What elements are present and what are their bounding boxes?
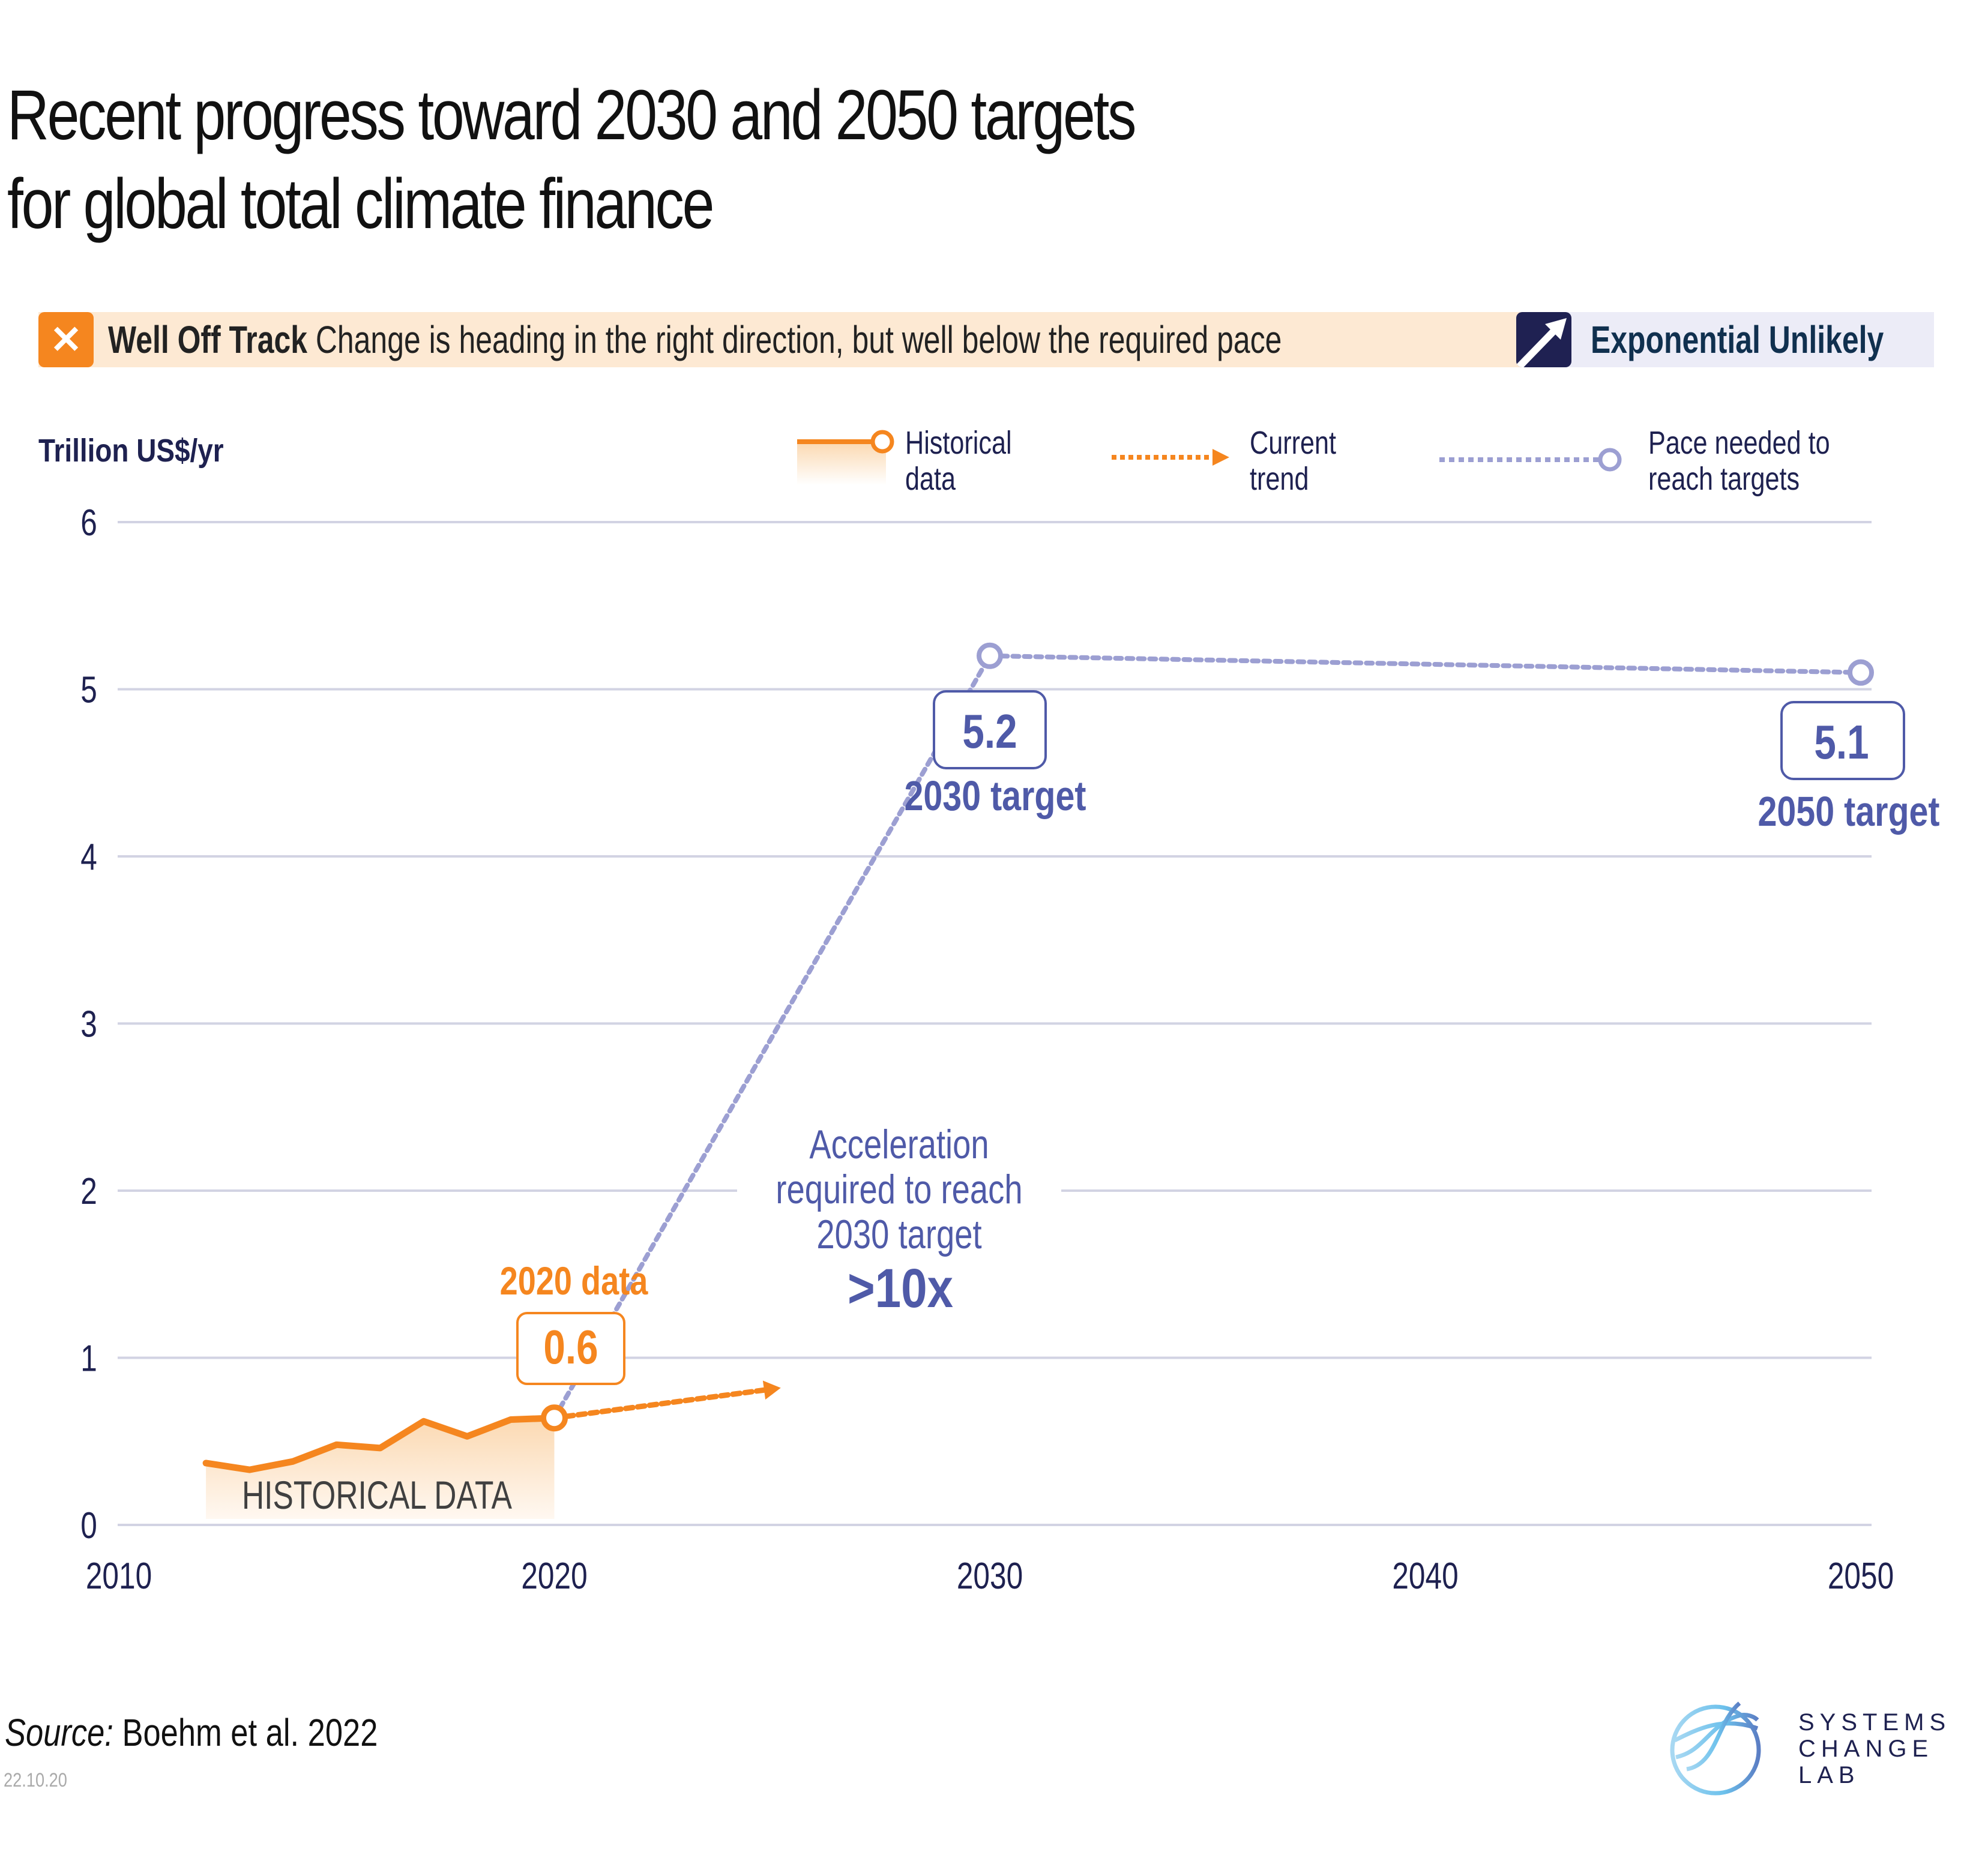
logo-line-2: CHANGE	[1798, 1736, 1934, 1762]
arrow-up-right-icon	[1516, 312, 1571, 367]
legend-current-trend-label: Current trend	[1250, 425, 1337, 497]
x-tick-label: 2040	[1392, 1555, 1458, 1597]
historical-line	[202, 1415, 558, 1473]
legend-current-trend-arrow	[1212, 449, 1229, 466]
x-tick-label: 2050	[1828, 1555, 1894, 1597]
acceleration-line-3: 2030 target	[816, 1212, 981, 1257]
target-2050-label: 2050 target	[1758, 788, 1939, 835]
y-tick-label: 6	[80, 502, 97, 544]
target-2030-label: 2030 target	[904, 772, 1086, 820]
target-2030-value: 5.2	[962, 705, 1017, 759]
status-curve-panel	[1527, 312, 1934, 367]
chart-title: Recent progress toward 2030 and 2050 tar…	[7, 71, 1136, 248]
historical-area-label: HISTORICAL DATA	[242, 1473, 512, 1518]
gridlines	[118, 521, 1872, 1526]
y-tick-label: 3	[80, 1003, 97, 1045]
title-line-2: for global total climate finance	[7, 164, 714, 244]
status-description: Change is heading in the right direction…	[315, 318, 1282, 361]
source-prefix: Source:	[5, 1711, 113, 1754]
y-tick-label: 1	[80, 1337, 97, 1379]
current-trend-line	[552, 1387, 767, 1421]
x-icon: ✕	[38, 312, 94, 367]
status-bar: ✕ Well Off Track Change is heading in th…	[38, 312, 1934, 367]
legend-historical-area	[797, 443, 886, 485]
acceleration-line-1: Acceleration	[809, 1122, 989, 1167]
legend-historical-marker	[870, 430, 894, 454]
x-tick-labels: 2010 2020 2030 2040 2050	[86, 1555, 1894, 1597]
date-stamp: 22.10.20	[4, 1769, 67, 1791]
logo-line-3: LAB	[1798, 1762, 1860, 1788]
x-tick-label: 2020	[521, 1555, 587, 1597]
systems-change-lab-logo-icon	[1670, 1701, 1761, 1796]
legend-pace-label: Pace needed to reach targets	[1648, 425, 1830, 497]
source-text: Boehm et al. 2022	[113, 1711, 378, 1754]
target-2030-value-box	[933, 690, 1047, 769]
logo-text: SYSTEMS CHANGE LAB	[1798, 1709, 1951, 1788]
x-tick-label: 2010	[86, 1555, 152, 1597]
marker-2020	[541, 1404, 568, 1432]
x-tick-label: 2030	[957, 1555, 1023, 1597]
current-trend-arrowhead	[762, 1380, 781, 1400]
y-tick-label: 2	[80, 1170, 97, 1212]
data-2020-label: 2020 data	[500, 1258, 648, 1303]
status-label: Well Off Track	[108, 318, 307, 361]
marker-2030-target	[977, 642, 1003, 669]
legend-marks	[797, 430, 1622, 485]
data-2020-value-box	[516, 1312, 625, 1385]
acceleration-backdrop	[737, 1164, 1061, 1332]
target-2050-value-box	[1780, 701, 1905, 780]
legend-pace-marker	[1598, 448, 1622, 472]
source-note: Source: Boehm et al. 2022	[5, 1710, 378, 1755]
status-progress-panel	[38, 312, 1527, 367]
y-tick-label: 5	[80, 669, 97, 711]
acceleration-line-2: required to reach	[776, 1167, 1022, 1212]
historical-area	[206, 1418, 555, 1519]
logo-line-1: SYSTEMS	[1798, 1709, 1951, 1736]
curve-label: Exponential Unlikely	[1591, 318, 1884, 361]
y-tick-label: 4	[80, 836, 97, 878]
annotations-layer: 2020 data 0.6 5.2 2030 target 5.1 2050 target…	[500, 690, 1940, 1385]
acceleration-factor: >10x	[848, 1258, 953, 1319]
series-layer: HISTORICAL DATA	[202, 642, 1874, 1519]
y-tick-label: 0	[80, 1505, 97, 1547]
title-line-1: Recent progress toward 2030 and 2050 tar…	[7, 76, 1136, 155]
y-axis-label: Trillion US$/yr	[38, 433, 224, 469]
data-2020-value: 0.6	[543, 1320, 598, 1374]
y-tick-labels: 0 1 2 3 4 5 6	[80, 502, 97, 1547]
legend-historical-label: Historical data	[905, 425, 1012, 497]
target-2050-value: 5.1	[1814, 715, 1869, 769]
marker-2050-target	[1848, 659, 1874, 686]
status-text: Well Off Track Change is heading in the …	[108, 312, 1282, 367]
